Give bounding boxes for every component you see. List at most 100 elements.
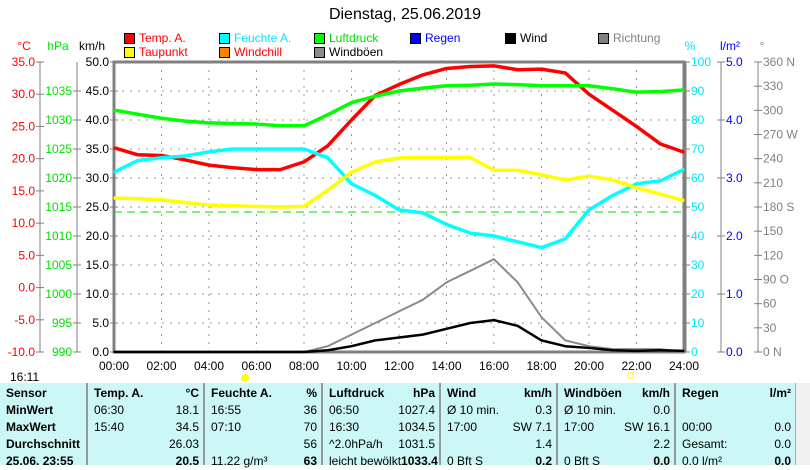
header-unit: % (306, 386, 317, 400)
data-point (611, 179, 614, 181)
cell-label: 25.06. 23:55 (6, 454, 74, 468)
data-point (469, 232, 472, 234)
wind-tick-label: 0.0 (92, 345, 109, 359)
cell-value: SW 7.1 (512, 420, 552, 434)
data-point (493, 169, 495, 172)
cell-label: MinWert (6, 403, 54, 417)
data-point (588, 345, 590, 348)
data-point (635, 348, 638, 350)
legend-item[interactable]: Windböen (314, 45, 383, 59)
legend-item[interactable]: Taupunkt (124, 45, 188, 59)
data-point (493, 83, 495, 85)
legend-item[interactable]: Feuchte A. (219, 31, 291, 45)
table-column: Wind km/h Ø 10 min. 0.3 17:00 SW 7.1 1.4 0 Bft … (441, 383, 558, 468)
rain-tick-label: 1.0 (726, 287, 743, 301)
data-point (326, 144, 329, 147)
data-point (326, 113, 329, 116)
data-point (611, 349, 614, 352)
x-tick-label: 08:00 (289, 359, 319, 373)
x-tick-label: 14:00 (431, 359, 461, 373)
legend-label: Windchill (234, 45, 283, 59)
rain-axis-unit: l/m² (720, 39, 740, 53)
legend-item[interactable]: Wind (505, 31, 547, 45)
data-point (374, 339, 377, 342)
data-point (659, 90, 662, 93)
data-point (184, 201, 187, 204)
table-header: Feuchte A.% (211, 385, 317, 402)
stats-table: Sensor MinWert MaxWert Durchschnitt 25.06. 2… (0, 383, 795, 468)
legend-item[interactable]: Richtung (598, 31, 660, 45)
humidity-tick-label: 30 (691, 258, 705, 272)
table-row: 11.22 g/m³ 63 (211, 453, 317, 470)
chart-title: Dienstag, 25.06.2019 (328, 6, 482, 23)
table-header: Sensor (6, 385, 82, 402)
table-row: MinWert (6, 402, 82, 419)
legend-item[interactable]: Windchill (219, 45, 282, 59)
direction-tick-label: 210 (763, 176, 783, 190)
direction-tick-label: 150 (763, 224, 783, 238)
data-point (635, 186, 638, 189)
legend-label: Taupunkt (139, 45, 188, 59)
temp-tick-label: 30.0 (12, 87, 36, 101)
pressure-tick-label: 1020 (45, 171, 72, 185)
humidity-tick-label: 40 (691, 229, 705, 243)
table-row: 0.0 l/m² 0.0 (682, 453, 791, 470)
table-row: Ø 10 min. 0.3 (447, 402, 552, 419)
data-point (421, 212, 424, 214)
data-point (255, 123, 258, 125)
legend-item[interactable]: Luftdruck (314, 31, 378, 45)
data-point (659, 180, 662, 182)
table-row: 07:10 70 (211, 419, 317, 436)
data-point (421, 333, 424, 336)
legend-label: Richtung (613, 31, 661, 45)
cell-label: ^2.0hPa/h (329, 437, 383, 451)
data-point (136, 159, 139, 162)
cell-value: 18.1 (175, 403, 199, 417)
wind-tick-label: 10.0 (86, 287, 110, 301)
data-point (469, 65, 472, 68)
wind-axis-unit: km/h (79, 39, 105, 53)
x-tick-label: 24:00 (669, 359, 699, 373)
legend-item[interactable]: Temp. A. (124, 31, 186, 45)
data-point (326, 345, 329, 348)
legend-item[interactable]: Regen (410, 31, 460, 45)
data-point (469, 322, 472, 324)
data-point (588, 347, 590, 349)
data-point (184, 155, 187, 157)
data-point (303, 161, 305, 163)
direction-tick-label: 120 (763, 248, 783, 262)
data-point (160, 199, 163, 201)
legend-label: Luftdruck (329, 31, 379, 45)
table-row: 2.2 (564, 436, 670, 453)
cell-label: Durchschnitt (6, 437, 81, 451)
data-point (659, 143, 662, 145)
data-point (493, 258, 495, 261)
data-point (326, 349, 329, 352)
data-point (350, 345, 353, 348)
cell-label: MaxWert (6, 420, 56, 434)
cell-value: 1034.5 (398, 420, 435, 434)
cell-label: 17:00 (447, 420, 478, 434)
pressure-tick-label: 1010 (45, 229, 72, 243)
table-row: 06:30 18.1 (94, 402, 199, 419)
data-point (540, 339, 543, 342)
cell-label: 16:55 (211, 403, 242, 417)
data-point (184, 159, 187, 161)
temp-tick-label: 15.0 (12, 184, 36, 198)
x-tick-label: 18:00 (526, 359, 556, 373)
legend-swatch (314, 46, 325, 58)
cell-value: 0.0 (653, 403, 670, 417)
data-point (303, 148, 305, 150)
x-tick-label: 02:00 (146, 359, 176, 373)
header-unit: km/h (641, 386, 670, 400)
cell-value: 1.4 (535, 437, 552, 451)
cell-label: 0 Bft S (564, 454, 601, 468)
cell-label: 0.0 l/m² (682, 454, 723, 468)
scrollbar[interactable] (795, 383, 810, 465)
data-point (469, 270, 472, 272)
data-point (683, 199, 685, 202)
pressure-tick-label: 1015 (45, 200, 72, 214)
cell-value: 2.2 (653, 437, 670, 451)
data-point (469, 84, 472, 86)
data-point (588, 84, 590, 87)
